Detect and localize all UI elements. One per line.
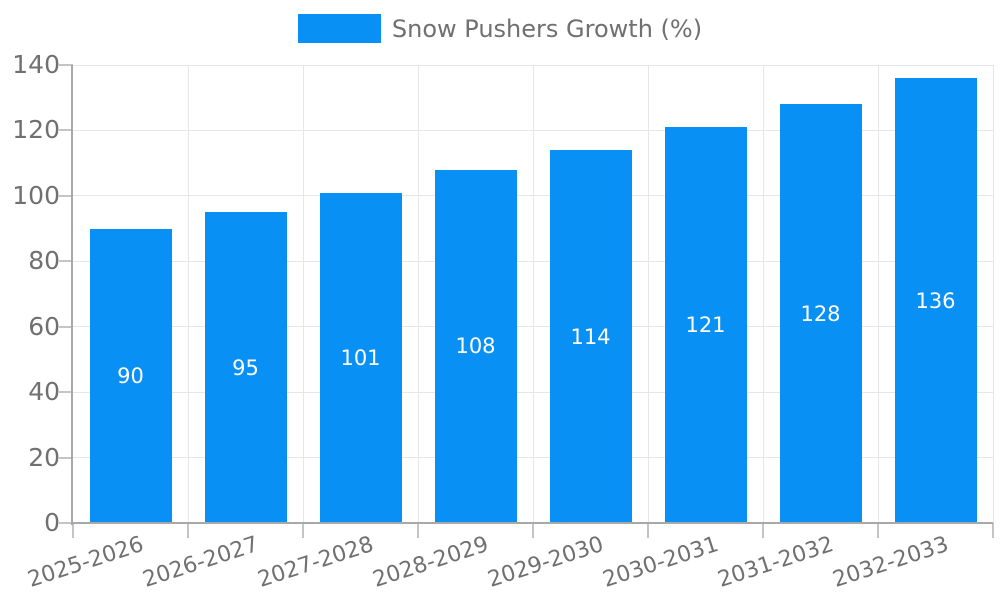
bar[interactable]: 128 xyxy=(779,104,862,523)
x-gridline xyxy=(647,65,649,523)
x-tick-mark xyxy=(302,523,304,538)
y-tick-mark xyxy=(59,325,73,328)
x-tick-label: 2027-2028 xyxy=(254,532,377,593)
y-tick-label: 80 xyxy=(28,246,60,276)
x-tick-label: 2026-2027 xyxy=(139,532,262,593)
y-tick-mark xyxy=(59,64,73,66)
x-tick-label: 2025-2026 xyxy=(24,532,147,593)
x-gridline xyxy=(417,65,419,523)
y-tick-mark xyxy=(59,522,73,524)
y-tick-mark xyxy=(59,129,73,132)
x-tick-mark xyxy=(532,523,534,538)
y-tick-label: 60 xyxy=(28,311,60,341)
bar-value-label: 101 xyxy=(340,345,381,370)
x-axis-line xyxy=(71,522,993,524)
x-tick-mark xyxy=(72,523,74,538)
y-axis-line xyxy=(71,65,73,525)
bar-value-label: 114 xyxy=(570,324,611,349)
bar-value-label: 108 xyxy=(455,334,496,359)
x-tick-mark xyxy=(187,523,189,538)
x-tick-mark xyxy=(992,523,994,538)
x-tick-mark xyxy=(762,523,764,538)
y-tick-mark xyxy=(59,260,73,263)
bar[interactable]: 95 xyxy=(204,212,287,523)
bar-value-label: 95 xyxy=(232,355,259,380)
x-gridline xyxy=(877,65,879,523)
x-gridline xyxy=(187,65,189,523)
x-tick-label: 2029-2030 xyxy=(484,532,607,593)
y-tick-label: 100 xyxy=(12,180,60,210)
x-gridline xyxy=(532,65,534,523)
x-tick-label: 2028-2029 xyxy=(369,532,492,593)
x-gridline xyxy=(992,65,994,523)
x-tick-mark xyxy=(877,523,879,538)
bar[interactable]: 136 xyxy=(894,78,977,523)
bar-value-label: 128 xyxy=(800,301,841,326)
x-tick-mark xyxy=(417,523,419,538)
y-tick-mark xyxy=(59,391,73,394)
x-tick-mark xyxy=(647,523,649,538)
bar-value-label: 90 xyxy=(117,363,144,388)
y-tick-label: 140 xyxy=(12,50,60,79)
bar[interactable]: 90 xyxy=(89,228,172,523)
bar-value-label: 121 xyxy=(685,313,726,338)
x-gridline xyxy=(302,65,304,523)
legend-swatch xyxy=(297,14,381,43)
bar[interactable]: 108 xyxy=(434,169,517,523)
y-tick-mark xyxy=(59,456,73,459)
bar[interactable]: 121 xyxy=(664,127,747,523)
bar[interactable]: 114 xyxy=(549,150,632,523)
y-tick-mark xyxy=(59,194,73,197)
legend[interactable]: Snow Pushers Growth (%) xyxy=(0,14,1000,43)
x-tick-label: 2030-2031 xyxy=(599,532,722,593)
y-tick-label: 0 xyxy=(44,508,60,537)
bar[interactable]: 101 xyxy=(319,192,402,523)
y-tick-label: 120 xyxy=(12,115,60,145)
legend-label: Snow Pushers Growth (%) xyxy=(391,14,703,43)
bar-value-label: 136 xyxy=(915,288,956,313)
x-tick-label: 2032-2033 xyxy=(829,532,952,593)
y-tick-label: 40 xyxy=(28,377,60,407)
x-tick-label: 2031-2032 xyxy=(714,532,837,593)
y-tick-label: 20 xyxy=(28,442,60,472)
x-gridline xyxy=(762,65,764,523)
